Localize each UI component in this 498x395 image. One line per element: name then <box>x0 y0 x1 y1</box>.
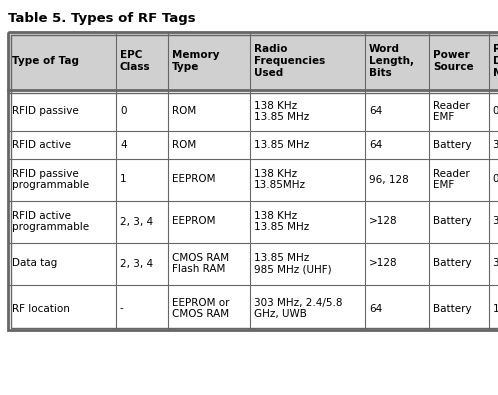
Text: 2, 3, 4: 2, 3, 4 <box>120 216 153 226</box>
Bar <box>8 158 498 201</box>
Text: 0.04 – 3: 0.04 – 3 <box>493 107 498 117</box>
Text: Power
Source: Power Source <box>433 50 474 72</box>
Text: 138 KHz
13.85 MHz: 138 KHz 13.85 MHz <box>254 211 309 232</box>
Bar <box>8 130 498 158</box>
Text: ROM: ROM <box>172 139 196 149</box>
Text: Battery: Battery <box>433 216 472 226</box>
Text: Word
Length,
Bits: Word Length, Bits <box>369 44 414 77</box>
Text: Memory
Type: Memory Type <box>172 50 220 72</box>
Bar <box>8 32 498 90</box>
Text: Type of Tag: Type of Tag <box>12 56 79 66</box>
Text: 4: 4 <box>120 139 126 149</box>
Text: EEPROM or
CMOS RAM: EEPROM or CMOS RAM <box>172 298 230 319</box>
Text: 0.04 – 3: 0.04 – 3 <box>493 175 498 184</box>
Text: RFID active
programmable: RFID active programmable <box>12 211 89 232</box>
Text: Radio
Frequencies
Used: Radio Frequencies Used <box>254 44 325 77</box>
Text: EEPROM: EEPROM <box>172 216 216 226</box>
Bar <box>10 34 498 327</box>
Text: Data tag: Data tag <box>12 258 57 269</box>
Text: CMOS RAM
Flash RAM: CMOS RAM Flash RAM <box>172 253 229 274</box>
Bar <box>8 284 498 333</box>
Bar <box>8 92 498 130</box>
Text: Reader
EMF: Reader EMF <box>433 169 470 190</box>
Text: -: - <box>120 303 124 314</box>
Text: 1 – 100: 1 – 100 <box>493 303 498 314</box>
Text: Reader
EMF: Reader EMF <box>433 101 470 122</box>
Bar <box>8 201 498 243</box>
Text: 64: 64 <box>369 139 382 149</box>
Text: Reading
Distance,
Meters: Reading Distance, Meters <box>493 44 498 77</box>
Text: 2, 3, 4: 2, 3, 4 <box>120 258 153 269</box>
Text: 13.85 MHz
985 MHz (UHF): 13.85 MHz 985 MHz (UHF) <box>254 253 332 274</box>
Text: >128: >128 <box>369 216 397 226</box>
Text: RF location: RF location <box>12 303 70 314</box>
Text: 64: 64 <box>369 303 382 314</box>
Text: RFID active: RFID active <box>12 139 71 149</box>
Text: Battery: Battery <box>433 303 472 314</box>
Text: 64: 64 <box>369 107 382 117</box>
Text: 138 KHz
13.85MHz: 138 KHz 13.85MHz <box>254 169 306 190</box>
Text: 3 – 10: 3 – 10 <box>493 139 498 149</box>
Text: Battery: Battery <box>433 139 472 149</box>
Text: 13.85 MHz: 13.85 MHz <box>254 139 309 149</box>
Text: 1: 1 <box>120 175 126 184</box>
Text: 3 – 10: 3 – 10 <box>493 216 498 226</box>
Text: RFID passive: RFID passive <box>12 107 79 117</box>
Bar <box>8 243 498 284</box>
Text: 3 – 10: 3 – 10 <box>493 258 498 269</box>
Text: 0: 0 <box>120 107 126 117</box>
Text: 96, 128: 96, 128 <box>369 175 409 184</box>
Text: Table 5. Types of RF Tags: Table 5. Types of RF Tags <box>8 12 196 25</box>
Text: 138 KHz
13.85 MHz: 138 KHz 13.85 MHz <box>254 101 309 122</box>
Text: EEPROM: EEPROM <box>172 175 216 184</box>
Text: Battery: Battery <box>433 258 472 269</box>
Text: EPC
Class: EPC Class <box>120 50 150 72</box>
Text: >128: >128 <box>369 258 397 269</box>
Text: 303 MHz, 2.4/5.8
GHz, UWB: 303 MHz, 2.4/5.8 GHz, UWB <box>254 298 343 319</box>
Text: ROM: ROM <box>172 107 196 117</box>
Bar <box>8 32 498 330</box>
Text: RFID passive
programmable: RFID passive programmable <box>12 169 89 190</box>
